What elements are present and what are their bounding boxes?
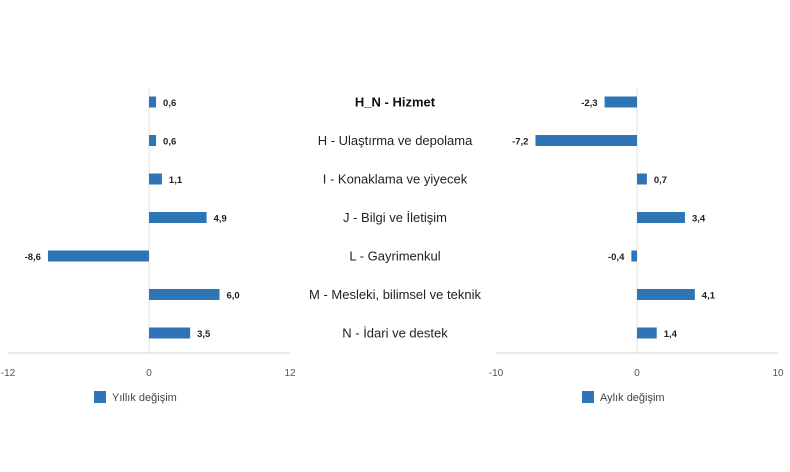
data-label: 0,7: [654, 175, 667, 186]
legend-swatch: [582, 391, 594, 403]
bar: [637, 327, 657, 339]
bar: [604, 96, 637, 108]
category-labels: H_N - Hizmet H - Ulaştırma ve depolama I -…: [309, 95, 481, 341]
data-label: 4,1: [702, 291, 716, 302]
category-label: H - Ulaştırma ve depolama: [318, 133, 473, 148]
bar: [149, 173, 162, 185]
data-label: -0,4: [608, 252, 625, 263]
legend-swatch: [94, 391, 106, 403]
tick-label: -10: [489, 368, 504, 379]
data-label: 3,5: [197, 329, 211, 340]
tick-label: 0: [634, 368, 640, 379]
legend-label: Yıllık değişim: [112, 392, 177, 404]
data-label: 6,0: [227, 291, 240, 302]
tick-label: 0: [146, 368, 152, 379]
data-label: 4,9: [214, 214, 227, 225]
legend-label: Aylık değişim: [600, 392, 665, 404]
data-label: 0,6: [163, 98, 176, 109]
bar: [535, 135, 637, 146]
bar: [631, 250, 637, 262]
bar: [149, 212, 207, 223]
panel-yillik: -12 0 12 0,6 0,6 1,1 4,9 -8,6 6,0 3,5 Yıllık değiş…: [1, 88, 296, 404]
data-label: -8,6: [25, 252, 41, 263]
data-label: -7,2: [512, 137, 528, 148]
category-label: H_N - Hizmet: [355, 95, 436, 110]
data-label: 3,4: [692, 214, 706, 225]
bar: [149, 327, 191, 339]
bar: [637, 289, 695, 300]
category-label: N - İdari ve destek: [342, 326, 448, 341]
bar: [637, 212, 685, 223]
bar: [637, 173, 647, 185]
data-label: 1,1: [169, 175, 183, 186]
panel-aylik: -10 0 10 -2,3 -7,2 0,7 3,4 -0,4 4,1 1,4 Aylık deği…: [489, 88, 784, 404]
data-label: -2,3: [581, 98, 597, 109]
data-label: 0,6: [163, 137, 176, 148]
category-label: M - Mesleki, bilimsel ve teknik: [309, 287, 481, 302]
bar: [149, 135, 157, 146]
category-label: I - Konaklama ve yiyecek: [323, 172, 468, 187]
tick-label: 12: [284, 368, 296, 379]
bar: [149, 289, 220, 300]
bar: [149, 96, 157, 108]
category-label: J - Bilgi ve İletişim: [343, 210, 447, 225]
category-label: L - Gayrimenkul: [349, 249, 440, 264]
bar: [47, 250, 150, 262]
tick-label: -12: [1, 368, 16, 379]
tick-label: 10: [772, 368, 784, 379]
data-label: 1,4: [664, 329, 678, 340]
